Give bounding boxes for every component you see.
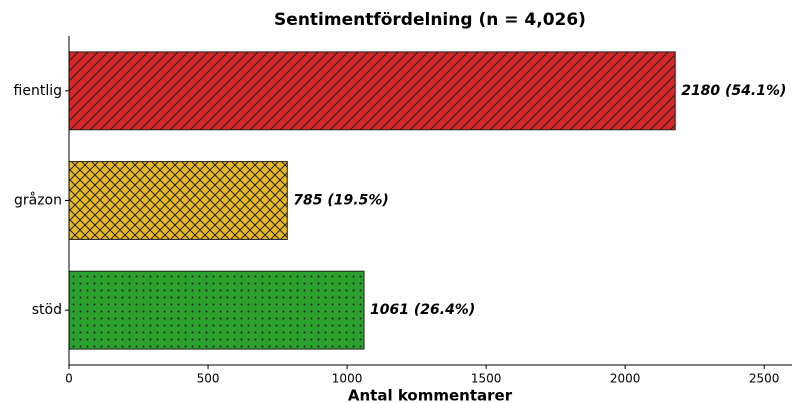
bar-hatch bbox=[68, 270, 365, 350]
y-tick-label: stöd bbox=[32, 302, 62, 318]
y-tick-label: fientlig bbox=[14, 83, 62, 99]
bar-hatch bbox=[68, 51, 676, 131]
x-tick-label: 1000 bbox=[332, 372, 363, 386]
x-axis-label: Antal kommentarer bbox=[348, 387, 513, 403]
value-label: 785 (19.5%) bbox=[293, 193, 388, 209]
value-label: 2180 (54.1%) bbox=[681, 83, 786, 99]
chart-title: Sentimentfördelning (n = 4,026) bbox=[274, 10, 586, 30]
value-label: 1061 (26.4%) bbox=[370, 302, 475, 318]
bar-hatch bbox=[68, 161, 288, 240]
x-tick-label: 2500 bbox=[749, 372, 780, 386]
x-tick-label: 0 bbox=[65, 372, 73, 386]
x-tick-label: 500 bbox=[197, 372, 220, 386]
x-tick-label: 1500 bbox=[471, 372, 502, 386]
x-tick-label: 2000 bbox=[610, 372, 641, 386]
y-tick-label: gråzon bbox=[14, 192, 62, 209]
